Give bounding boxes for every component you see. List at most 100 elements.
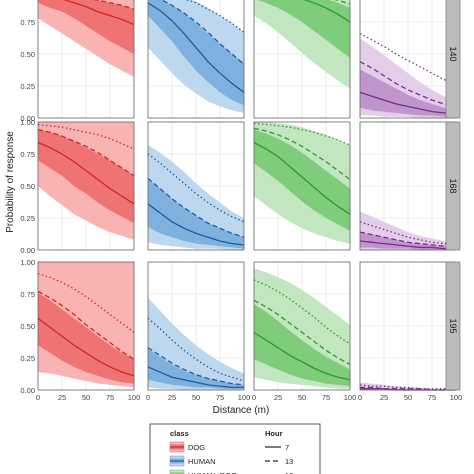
y-tick-label: 0.25 [20,214,35,223]
panel-border [37,0,135,119]
y-tick-label: 0.75 [20,18,35,27]
confidence-band-inner [257,0,350,58]
y-tick-label: 0.75 [20,150,35,159]
x-tick-label: 0 [36,393,40,402]
confidence-band-inner [38,0,134,54]
panel-140-dog: 0.000.250.500.751.00 [20,0,135,123]
series-line-hour-7 [147,203,245,246]
panel-border [147,261,245,391]
series-line-hour-7 [359,240,456,250]
confidence-band-inner [148,179,244,249]
legend-class-swatch [169,469,185,474]
y-tick-label: 0.25 [20,82,35,91]
y-tick-label: 1.00 [20,258,35,267]
facet-strip-background [445,0,461,119]
x-tick-label: 75 [216,393,224,402]
series-line-hour-7 [253,141,351,215]
facet-strip-background [445,121,461,251]
x-tick-label: 50 [404,393,412,402]
facet-strip-background [445,261,461,391]
panel-168-human+dog [253,121,351,251]
y-tick-label: 0.00 [20,386,35,395]
series-line-hour-7 [359,91,457,115]
y-tick-label: 0.50 [20,182,35,191]
x-tick-label: 50 [82,393,90,402]
panel-195-human+dog: 0 25 50 75 100 [252,261,356,402]
facet-strip-195: 195 [445,261,461,391]
facet-strip-label: 140 [448,46,458,61]
y-axis-label: Probability of response [5,131,16,233]
y-tick-label: 0.50 [20,50,35,59]
series-line-hour-7 [303,0,351,23]
facet-strip-label: 168 [448,178,458,193]
y-tick-label: 0.00 [20,246,35,255]
series-line-hour-13 [93,0,135,10]
series-line-hour-13 [253,127,351,181]
series-line-hour-13 [37,290,135,360]
x-tick-label: 50 [192,393,200,402]
confidence-band-inner [254,129,350,231]
series-line-hour-19 [359,384,456,390]
legend-class-label: DOG [188,443,205,452]
y-tick-label: 0.75 [20,290,35,299]
x-tick-label: 0 [146,393,150,402]
confidence-band-inner [148,0,244,106]
legend-class-swatch-inner [170,472,184,474]
panel-140-control [359,0,457,119]
series-line-hour-19 [253,279,351,345]
series-line-hour-13 [160,0,245,65]
panel-168-human [147,121,245,251]
series-line-hour-13 [359,231,457,249]
x-tick-label: 75 [428,393,436,402]
x-tick-label: 25 [380,393,388,402]
series-line-hour-13 [147,347,245,386]
facet-strip-label: 195 [448,318,458,333]
facet-strip-140: 140 [445,0,461,119]
confidence-band-inner [254,304,350,387]
panel-border [37,261,135,391]
legend-hour-title: Hour [265,429,283,438]
confidence-band-inner [148,349,244,389]
facet-strip-168: 168 [445,121,461,251]
series-line-hour-13 [359,61,457,108]
panel-border [147,121,245,251]
panel-border [37,121,135,251]
x-tick-label: 25 [168,393,176,402]
x-tick-label: 50 [298,393,306,402]
panel-border [253,261,351,391]
x-tick-label: 25 [274,393,282,402]
panel-140-human [147,0,245,119]
axes: Probability of response Distance (m) [5,131,269,416]
legend-hour-label: 19 [285,471,293,474]
panel-border [253,121,351,251]
series-line-hour-13 [253,299,351,365]
x-tick-label: 0 [358,393,362,402]
panel-168-control [359,121,457,251]
panel-border [253,0,351,119]
series-line-hour-7 [37,317,135,377]
x-tick-label: 100 [238,393,251,402]
series-line-hour-7 [63,0,135,26]
panel-140-human+dog [253,0,351,119]
y-tick-label: 0.50 [20,322,35,331]
x-tick-label: 0 [252,393,256,402]
facet-panels: 0.00 0.25 0.50 0.75 1.00 0.00 0.25 0.50 0.75 1.00… [20,0,462,402]
y-tick-label: 0.25 [20,354,35,363]
y-tick-label: 1.00 [20,118,35,127]
confidence-band-inner [360,69,456,117]
confidence-band-inner [38,292,134,384]
panel-195-human: 0 25 50 75 100 [146,261,251,402]
panel-168-dog: 0.00 0.25 0.50 0.75 1.00 [20,118,135,255]
legend-class-title: class [170,429,189,438]
series-line-hour-7 [37,141,135,205]
x-tick-label: 25 [58,393,66,402]
legend-class-label: HUMAN+DOG [188,471,237,474]
legend-hour-label: 7 [285,443,289,452]
series-line-hour-19 [37,272,135,333]
panel-195-dog: 0.00 0.25 0.50 0.75 1.00 0 25 50 75 100 [20,258,140,402]
legend-class-label: HUMAN [188,457,216,466]
series-line-hour-19 [359,221,457,246]
series-line-hour-19 [147,317,245,382]
